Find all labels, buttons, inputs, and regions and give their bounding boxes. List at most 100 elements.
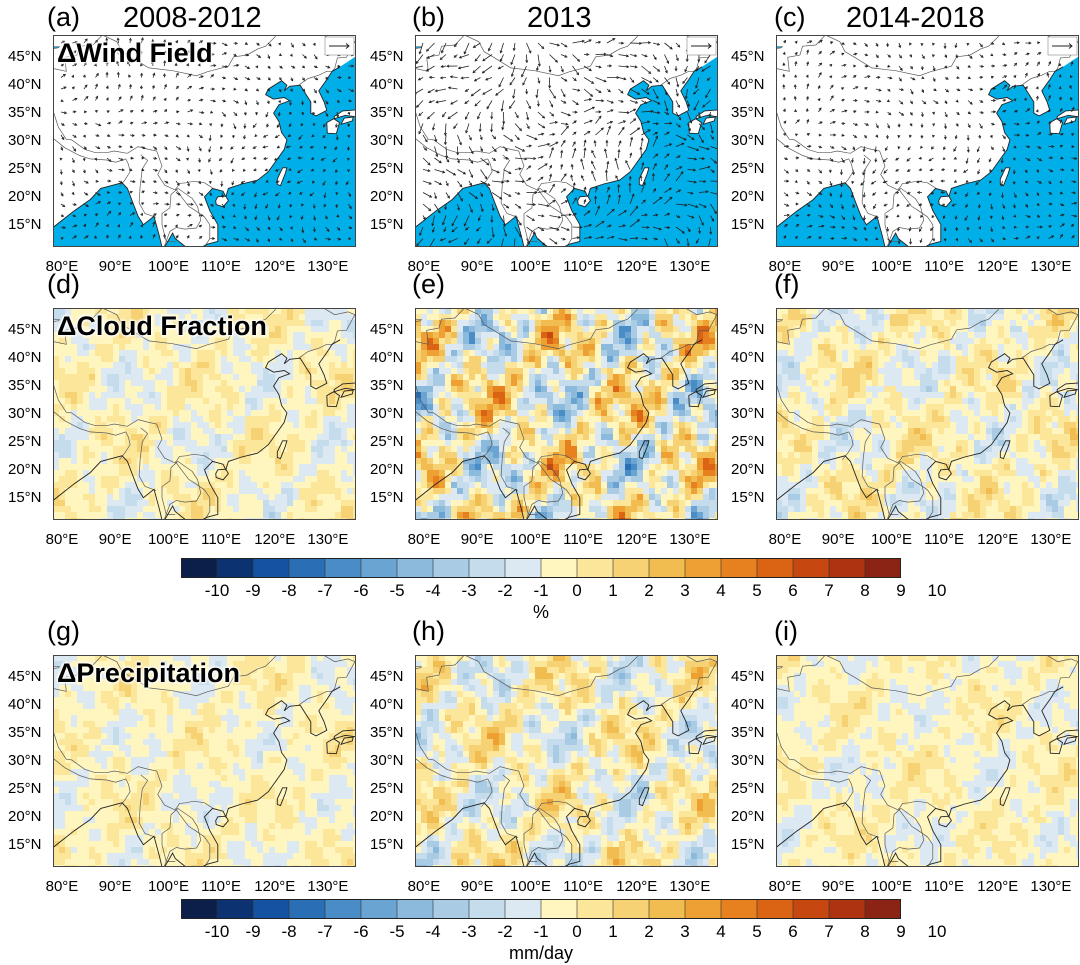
- panel-label-g: (g): [47, 616, 80, 646]
- lat-tick-label: 40°N: [731, 76, 765, 94]
- anomaly-field: [776, 308, 1079, 520]
- lat-tick-label: 25°N: [370, 159, 404, 177]
- lat-tick-label: 45°N: [8, 321, 42, 339]
- lat-tick-label: 30°N: [8, 405, 42, 422]
- row-title-wind-field: ΔWind Field: [57, 38, 213, 68]
- colorbar-swatch: [829, 558, 866, 578]
- lat-tick-label: 45°N: [8, 48, 42, 66]
- lon-tick-label: 80°E: [45, 878, 79, 895]
- colorbar-precip-label: 1: [608, 922, 618, 941]
- colorbar-swatch: [217, 558, 254, 578]
- colorbar-cloud-label: 0: [572, 581, 582, 600]
- colorbar-swatch: [253, 558, 290, 578]
- period-title-2014-2018: 2014-2018: [846, 2, 985, 34]
- colorbar-swatch: [253, 899, 290, 919]
- colorbar-swatch: [433, 558, 470, 578]
- lon-tick-label: 100°E: [147, 531, 189, 548]
- colorbar-cloud-label: -8: [281, 581, 297, 600]
- coastlines: [415, 308, 718, 520]
- anomaly-field: [415, 655, 718, 867]
- colorbar-swatch: [289, 558, 326, 578]
- map-panel-g-precip-2008-2012: [53, 655, 356, 867]
- colorbar-precip-label: 6: [788, 922, 798, 941]
- lon-tick-label: 80°E: [768, 878, 802, 895]
- map-panel-d-cloud-2008-2012: [53, 308, 356, 520]
- lat-tick-label: 20°N: [731, 460, 765, 478]
- lon-tick-label: 90°E: [98, 531, 132, 548]
- lat-tick-label: 30°N: [370, 132, 404, 149]
- colorbar-swatch: [361, 558, 398, 578]
- panel-label-h: (h): [412, 616, 445, 646]
- lon-tick-label: 90°E: [98, 258, 132, 275]
- lon-tick-label: 120°E: [977, 258, 1019, 275]
- colorbar-precip-label: 9: [896, 922, 906, 941]
- lon-tick-label: 130°E: [669, 531, 711, 548]
- colorbar-cloud-label: 7: [824, 581, 834, 600]
- colorbar-cloud-label: -9: [245, 581, 261, 600]
- lat-tick-label: 45°N: [731, 668, 765, 686]
- coastlines: [776, 655, 1079, 867]
- lat-tick-label: 20°N: [370, 187, 404, 205]
- map-panel-c-wind-2014-2018: [776, 35, 1079, 247]
- lat-tick-label: 15°N: [370, 488, 404, 506]
- lat-tick-label: 25°N: [8, 779, 42, 797]
- lat-tick-label: 45°N: [370, 668, 404, 686]
- colorbar-precip-label: -5: [389, 922, 405, 941]
- colorbar-swatch: [757, 558, 794, 578]
- colorbar-swatch: [829, 899, 866, 919]
- lat-tick-label: 30°N: [731, 752, 765, 769]
- colorbar-swatch: [577, 558, 614, 578]
- colorbar-precip-label: -1: [533, 922, 549, 941]
- lon-tick-label: 110°E: [201, 258, 242, 275]
- colorbar-precip-label: -10: [204, 922, 230, 941]
- lat-tick-label: 35°N: [370, 377, 404, 395]
- colorbar-cloud-label: 1: [608, 581, 618, 600]
- colorbar-cloud-label: -10: [204, 581, 230, 600]
- lon-tick-label: 100°E: [509, 258, 551, 275]
- reference-vector: [1047, 36, 1078, 56]
- colorbar-swatch: [181, 899, 218, 919]
- lon-tick-label: 80°E: [407, 878, 441, 895]
- lat-tick-label: 15°N: [370, 215, 404, 233]
- lat-tick-label: 25°N: [8, 432, 42, 450]
- lon-tick-label: 100°E: [870, 531, 912, 548]
- colorbar-swatch: [325, 558, 362, 578]
- lat-tick-label: 30°N: [370, 405, 404, 422]
- lat-tick-label: 35°N: [731, 104, 765, 122]
- period-title-2013: 2013: [527, 2, 592, 34]
- colorbar-swatch: [181, 558, 218, 578]
- map-panel-b-wind-2013: [415, 35, 718, 247]
- map-panel-e-cloud-2013: [415, 308, 718, 520]
- colorbar-precip-label: 7: [824, 922, 834, 941]
- lon-tick-label: 80°E: [407, 258, 441, 275]
- colorbar-swatch: [325, 899, 362, 919]
- lat-tick-label: 20°N: [8, 807, 42, 825]
- anomaly-field: [776, 655, 1079, 867]
- lon-tick-label: 130°E: [307, 878, 349, 895]
- lon-tick-label: 90°E: [460, 531, 494, 548]
- lon-tick-label: 80°E: [45, 258, 79, 275]
- colorbar-cloud-label: 9: [896, 581, 906, 600]
- colorbar-swatch: [757, 899, 794, 919]
- coastlines: [53, 308, 356, 520]
- lat-tick-label: 45°N: [370, 321, 404, 339]
- lon-tick-label: 110°E: [563, 878, 604, 895]
- lat-tick-label: 30°N: [731, 405, 765, 422]
- lat-tick-label: 15°N: [731, 215, 765, 233]
- lat-tick-label: 40°N: [8, 349, 42, 367]
- lon-tick-label: 110°E: [924, 878, 965, 895]
- lat-tick-label: 35°N: [370, 104, 404, 122]
- lon-tick-label: 120°E: [254, 258, 296, 275]
- lon-tick-label: 100°E: [509, 531, 551, 548]
- colorbar-cloud-label: -2: [497, 581, 513, 600]
- colorbar-cloud-label: -6: [353, 581, 369, 600]
- lat-tick-label: 15°N: [370, 835, 404, 853]
- colorbar-precip-label: -4: [425, 922, 441, 941]
- lon-tick-label: 120°E: [254, 531, 296, 548]
- colorbar-swatch: [361, 899, 398, 919]
- lon-tick-label: 110°E: [563, 531, 604, 548]
- lon-tick-label: 120°E: [254, 878, 296, 895]
- lon-tick-label: 90°E: [821, 258, 855, 275]
- lon-tick-label: 120°E: [616, 878, 658, 895]
- colorbar-swatch: [217, 899, 254, 919]
